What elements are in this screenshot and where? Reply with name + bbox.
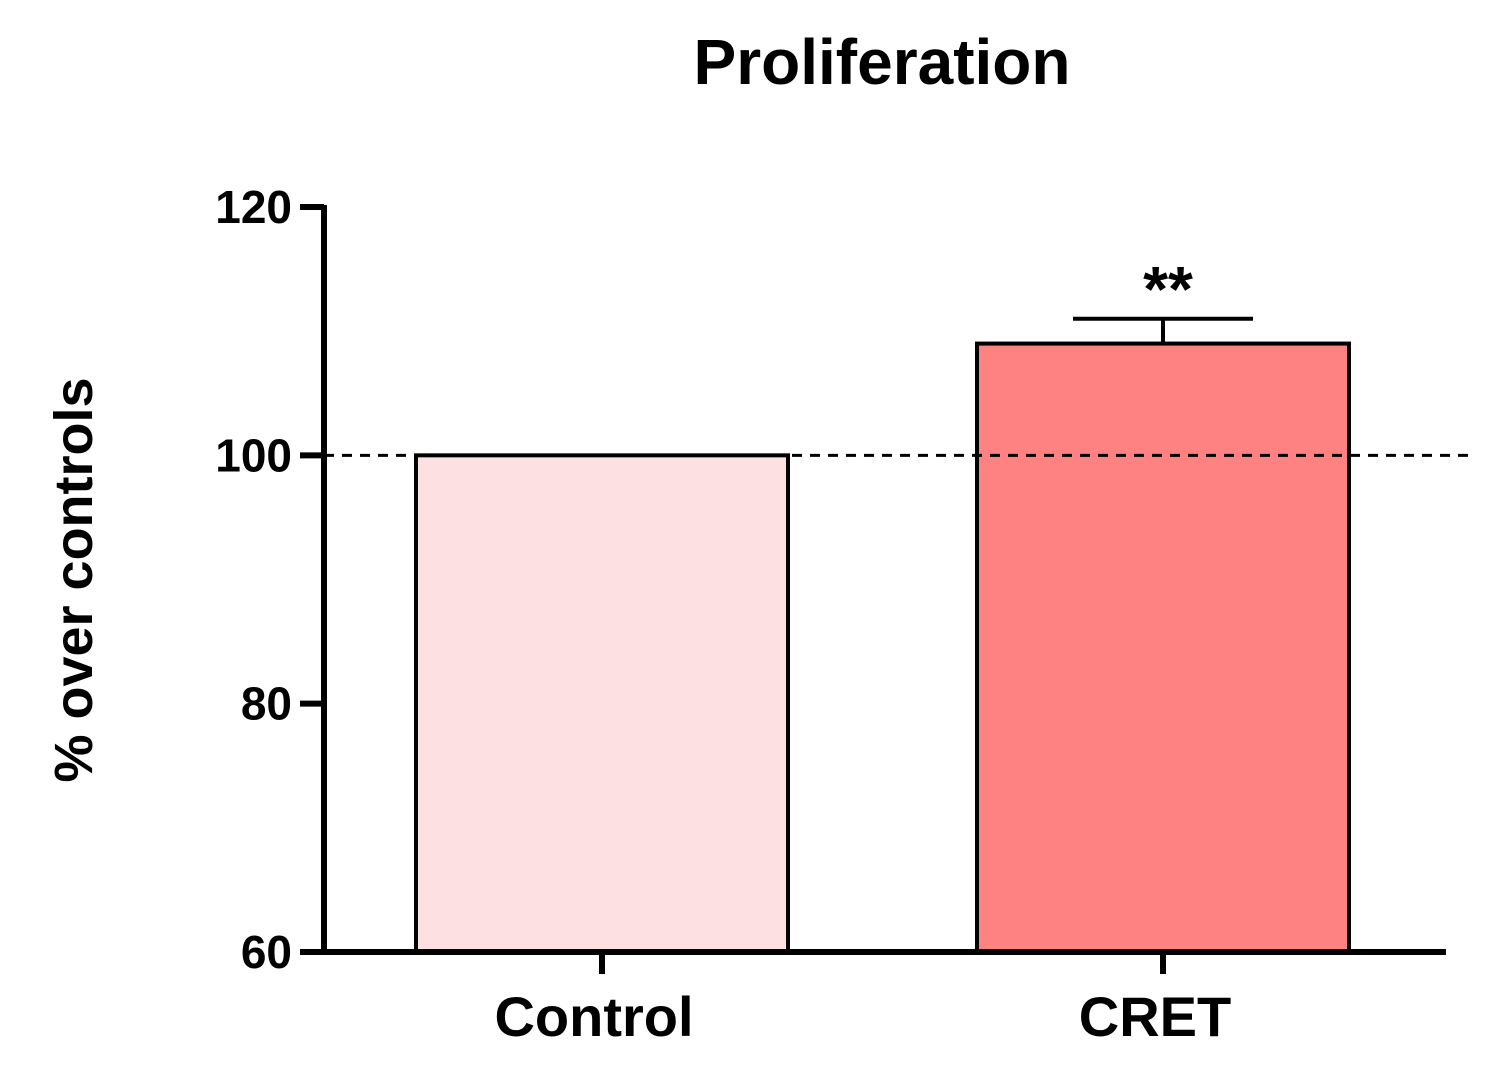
y-tick-label-80: 80: [241, 678, 292, 730]
bar-control: [414, 453, 790, 954]
bar-cret: [975, 341, 1351, 955]
y-axis-label: % over controls: [44, 377, 104, 782]
x-tick-label-control: Control: [494, 985, 693, 1048]
chart-title: Proliferation: [694, 26, 1071, 98]
y-tick-label-100: 100: [215, 429, 292, 481]
x-tick-label-cret: CRET: [1079, 985, 1231, 1048]
y-tick-label-60: 60: [241, 926, 292, 978]
significance-annotation: **: [1143, 253, 1193, 325]
y-tick-label-120: 120: [215, 181, 292, 233]
plot-area: ** 60 80 100 120 Control CRET: [215, 181, 1468, 1048]
